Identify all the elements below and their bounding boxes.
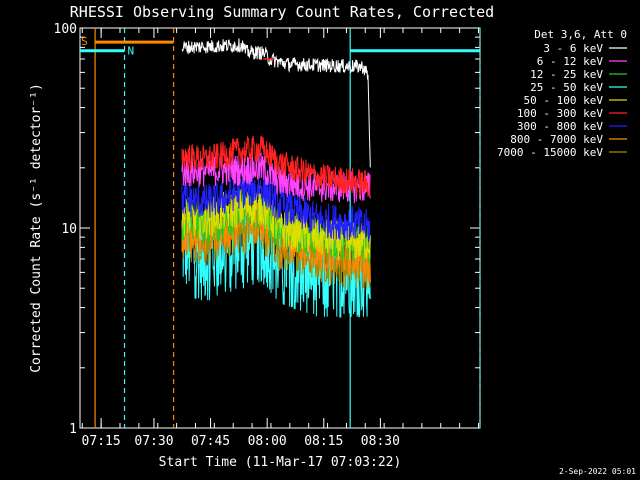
night-label: N	[128, 45, 135, 58]
legend-label: 6 - 12 keV	[537, 55, 604, 68]
legend-label: 50 - 100 keV	[524, 94, 604, 107]
legend-label: 3 - 6 keV	[543, 42, 603, 55]
x-tick-label: 07:30	[134, 434, 173, 449]
x-tick-label: 07:45	[191, 434, 230, 449]
x-tick-label: 07:15	[82, 434, 121, 449]
legend-label: 25 - 50 keV	[530, 81, 603, 94]
legend-label: 800 - 7000 keV	[510, 133, 603, 146]
legend-label: 300 - 800 keV	[517, 120, 603, 133]
y-tick-label: 100	[54, 22, 77, 37]
x-tick-label: 08:15	[304, 434, 343, 449]
x-tick-label: 08:30	[361, 434, 400, 449]
y-axis: 1 10 100	[54, 22, 480, 437]
legend-label: 100 - 300 keV	[517, 107, 603, 120]
x-axis: 07:15 07:30 07:45 08:00 08:15 08:30	[82, 28, 479, 449]
y-tick-label: 10	[61, 222, 77, 237]
x-tick-label: 08:00	[248, 434, 287, 449]
legend-header: Det 3,6, Att 0	[534, 28, 627, 41]
series-line-0	[181, 38, 371, 168]
saa-label: S	[81, 35, 88, 48]
series-line-5	[181, 135, 371, 197]
legend-label: 7000 - 15000 keV	[497, 146, 603, 159]
x-axis-label: Start Time (11-Mar-17 07:03:22)	[159, 455, 402, 470]
y-tick-label: 1	[69, 422, 77, 437]
timestamp: 2-Sep-2022 05:01	[559, 467, 636, 476]
series-group	[181, 38, 371, 319]
chart-title: RHESSI Observing Summary Count Rates, Co…	[70, 3, 494, 21]
y-axis-label: Corrected Count Rate (s⁻¹ detector⁻¹)	[29, 83, 44, 373]
legend-label: 12 - 25 keV	[530, 68, 603, 81]
